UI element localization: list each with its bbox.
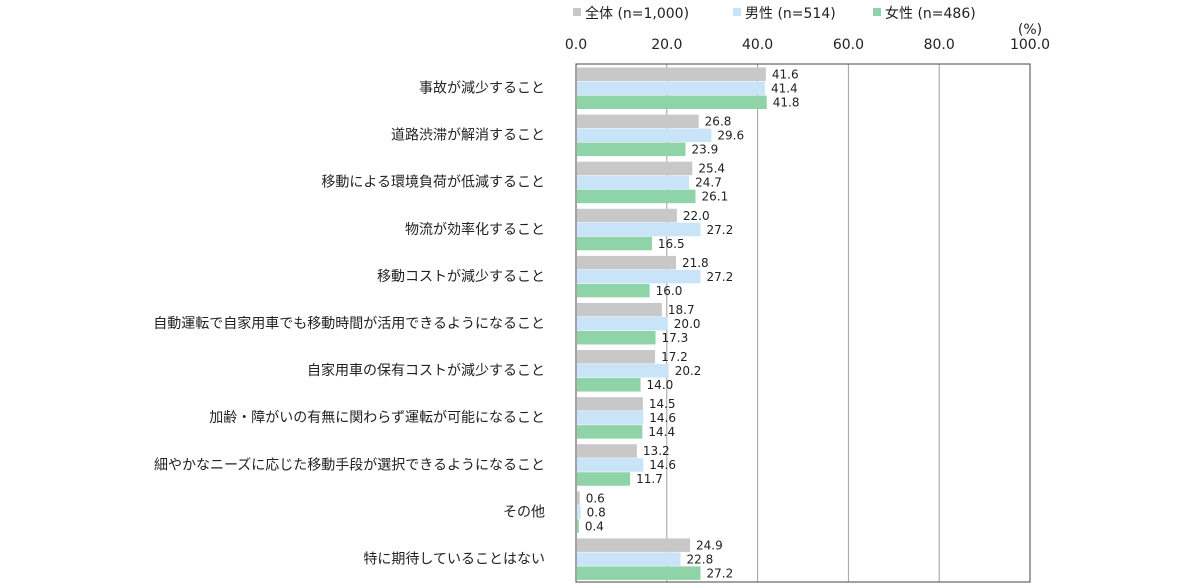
- data-label: 41.4: [771, 82, 798, 96]
- data-label: 24.9: [696, 538, 723, 552]
- data-label: 20.2: [675, 364, 702, 378]
- data-label: 14.6: [649, 411, 676, 425]
- data-label: 25.4: [698, 162, 725, 176]
- plot-frame: [575, 63, 1031, 583]
- data-label: 11.7: [636, 472, 663, 486]
- bar: [577, 81, 765, 95]
- category-label: 特に期待していることはない: [363, 551, 545, 567]
- bar: [577, 302, 662, 317]
- bar: [577, 538, 691, 552]
- data-label: 26.8: [705, 115, 732, 129]
- legend-swatch: [733, 8, 741, 16]
- legend: 全体 (n=1,000) 男性 (n=514) 女性 (n=486): [573, 5, 976, 22]
- bar: [577, 378, 641, 392]
- category-label: 道路渋滞が解消すること: [391, 128, 545, 144]
- data-label: 18.7: [668, 303, 695, 317]
- bar: [577, 222, 701, 237]
- category-label: 細やかなニーズに応じた移動手段が選択できるようになること: [154, 457, 545, 473]
- data-label: 27.2: [706, 270, 733, 284]
- data-label: 20.0: [674, 317, 701, 331]
- data-label: 14.6: [649, 458, 676, 472]
- bar: [577, 491, 580, 505]
- bar: [577, 505, 581, 519]
- data-label: 23.9: [692, 143, 719, 157]
- x-tick-label: 80.0: [924, 37, 955, 53]
- bar: [577, 458, 644, 472]
- bar: [577, 128, 712, 143]
- data-label: 13.2: [643, 444, 670, 458]
- category-label: 自動運転で自家用車でも移動時間が活用できるようになること: [153, 315, 545, 332]
- bar: [577, 269, 701, 284]
- bars: 41.641.441.8 26.829.623.9 25.424.726.1 22.0…: [577, 67, 800, 580]
- data-label: 16.5: [658, 237, 685, 251]
- bar: [577, 519, 579, 533]
- category-label: その他: [503, 504, 545, 520]
- legend-label: 全体 (n=1,000): [585, 5, 689, 22]
- bar: [577, 161, 693, 176]
- legend-swatch: [873, 8, 881, 16]
- data-label: 0.4: [585, 519, 604, 533]
- legend-label: 男性 (n=514): [745, 6, 836, 22]
- bar: [577, 236, 652, 251]
- bar: [577, 411, 644, 425]
- bar: [577, 330, 656, 345]
- data-label: 24.7: [695, 176, 722, 190]
- data-label: 14.5: [649, 397, 676, 411]
- x-axis-ticks: 0.0 20.0 40.0 60.0 80.0 100.0: [565, 37, 1050, 53]
- category-label: 自家用車の保有コストが減少すること: [307, 362, 545, 379]
- category-label: 加齢・障がいの有無に関わらず運転が可能になること: [209, 410, 545, 426]
- bar: [577, 350, 656, 364]
- data-label: 17.3: [662, 331, 689, 345]
- data-label: 16.0: [656, 284, 683, 298]
- x-tick-label: 20.0: [651, 37, 682, 53]
- data-label: 22.0: [683, 209, 710, 223]
- x-tick-label: 40.0: [742, 37, 773, 53]
- data-label: 0.6: [586, 491, 605, 505]
- category-label: 物流が効率化すること: [405, 221, 545, 238]
- x-tick-label: 60.0: [833, 37, 864, 53]
- data-label: 14.4: [648, 425, 675, 439]
- bar: [577, 472, 631, 486]
- data-label: 27.2: [706, 566, 733, 580]
- data-label: 14.0: [647, 378, 674, 392]
- data-label: 41.8: [773, 96, 800, 110]
- legend-label: 女性 (n=486): [885, 5, 976, 22]
- bar: [577, 283, 650, 298]
- data-label: 26.1: [701, 190, 728, 204]
- data-label: 17.2: [661, 350, 688, 364]
- bar: [577, 255, 676, 270]
- bar: [577, 67, 766, 81]
- bar: [577, 189, 696, 204]
- data-label: 21.8: [682, 256, 709, 270]
- bar: [577, 208, 677, 223]
- legend-swatch: [573, 8, 581, 16]
- bar: [577, 142, 686, 157]
- category-label: 事故が減少すること: [419, 80, 545, 97]
- category-labels: 事故が減少すること道路渋滞が解消すること移動による環境負荷が低減すること物流が効…: [153, 80, 545, 568]
- category-label: 移動による環境負荷が低減すること: [321, 174, 545, 191]
- data-label: 41.6: [772, 68, 799, 82]
- bar: [577, 95, 767, 109]
- data-label: 29.6: [717, 129, 744, 143]
- bar: [577, 566, 701, 580]
- bar: [577, 444, 637, 458]
- bar: [577, 175, 690, 190]
- category-label: 移動コストが減少すること: [377, 268, 545, 285]
- bar: [577, 552, 681, 566]
- unit-label: (%): [1018, 22, 1042, 38]
- data-label: 0.8: [587, 505, 606, 519]
- data-label: 22.8: [687, 552, 714, 566]
- bar: [577, 425, 643, 439]
- bar: [577, 397, 643, 411]
- bar: [577, 114, 699, 129]
- bar: [577, 364, 669, 378]
- bar: [577, 316, 668, 331]
- x-tick-label: 0.0: [565, 37, 587, 53]
- x-tick-label: 100.0: [1010, 37, 1050, 53]
- data-label: 27.2: [706, 223, 733, 237]
